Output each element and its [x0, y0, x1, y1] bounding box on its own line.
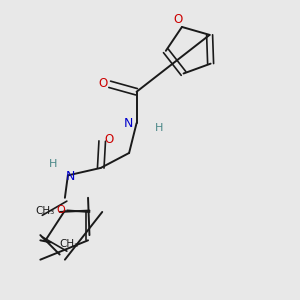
Text: N: N	[66, 170, 75, 183]
Text: O: O	[57, 206, 66, 215]
Text: H: H	[49, 159, 57, 169]
Text: N: N	[124, 117, 134, 130]
Text: O: O	[174, 13, 183, 26]
Text: O: O	[104, 133, 113, 146]
Text: H: H	[155, 123, 163, 133]
Text: CH₃: CH₃	[35, 206, 55, 216]
Text: CH₃: CH₃	[60, 239, 79, 249]
Text: O: O	[98, 77, 108, 90]
